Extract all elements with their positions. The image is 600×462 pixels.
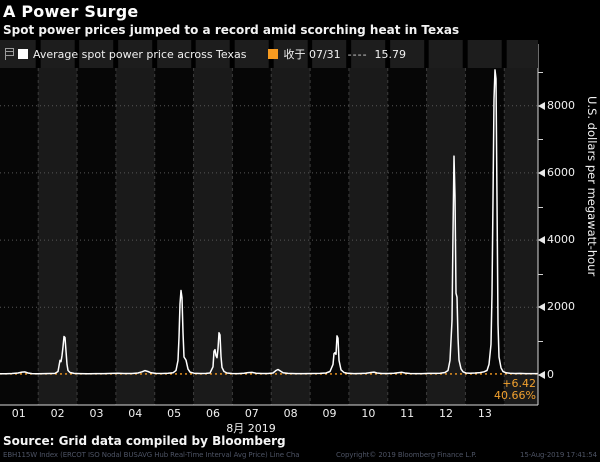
x-axis-month-label: 8月 2019	[226, 422, 276, 435]
day-band	[0, 68, 39, 405]
day-band	[426, 68, 466, 405]
y-axis-tick-arrow	[538, 303, 545, 312]
legend-label: Average spot power price across Texas	[33, 47, 247, 61]
x-axis-day-label: 13	[477, 407, 492, 420]
y-axis-tick-arrow	[538, 101, 545, 110]
x-axis-day-label: 08	[283, 407, 298, 420]
legend-item-close-line[interactable]: 收于 07/31 ---- 15.79	[268, 46, 406, 62]
x-axis-day-label: 05	[167, 407, 182, 420]
x-axis-day-label: 04	[128, 407, 143, 420]
y-axis-tick-arrow	[538, 370, 545, 379]
price-line	[0, 69, 538, 375]
x-axis-day-label: 02	[50, 407, 65, 420]
ticker-info: EBH115W Index (ERCOT ISO Nodal BUSAVG Hu…	[3, 451, 300, 459]
x-axis-day-label: 12	[439, 407, 454, 420]
y-axis-tick-label: 6000	[547, 165, 575, 179]
day-band	[271, 68, 311, 405]
x-axis-day-label: 11	[400, 407, 415, 420]
page-title: A Power Surge	[3, 2, 139, 21]
y-axis-tick-arrow	[538, 236, 545, 245]
y-axis-title: U.S. dollars per megawatt-hour	[585, 96, 599, 277]
y-axis-tick-label: 4000	[547, 233, 575, 247]
x-axis-day-label: 09	[322, 407, 337, 420]
day-band	[348, 68, 388, 405]
day-band	[193, 68, 233, 405]
day-band	[115, 68, 155, 405]
y-axis-minor-tick	[538, 72, 543, 74]
day-band	[387, 68, 427, 405]
day-band	[232, 68, 272, 405]
day-band	[310, 68, 349, 405]
series-swatch	[18, 49, 28, 59]
day-band	[77, 68, 116, 405]
day-band	[504, 68, 538, 405]
chart-subtitle: Spot power prices jumped to a record ami…	[3, 23, 460, 37]
y-axis-minor-tick	[538, 273, 543, 275]
y-axis-tick-label: 8000	[547, 98, 575, 112]
y-axis-tick-arrow	[538, 168, 545, 177]
y-axis-minor-tick	[538, 139, 543, 141]
y-axis-minor-tick	[538, 340, 543, 342]
legend-item-spot-price[interactable]: Average spot power price across Texas	[4, 47, 246, 61]
x-axis-day-label: 03	[89, 407, 104, 420]
day-band	[38, 68, 78, 405]
last-change-value: +6.42	[502, 377, 536, 390]
day-band	[154, 68, 194, 405]
y-axis-tick-label: 0	[547, 367, 554, 381]
timestamp: 15-Aug-2019 17:41:54	[520, 451, 597, 459]
x-axis-day-label: 06	[205, 407, 220, 420]
x-axis-day-label: 07	[244, 407, 259, 420]
close-line-value: 15.79	[374, 47, 407, 61]
x-axis-day-label: 10	[361, 407, 376, 420]
legend-flag-icon	[4, 47, 14, 61]
legend-bar: Average spot power price across Texas 收于…	[0, 40, 538, 68]
y-axis-minor-tick	[538, 206, 543, 208]
last-change-percent: 40.66%	[494, 389, 536, 402]
y-axis-tick-label: 2000	[547, 300, 575, 314]
x-axis-day-label: 01	[11, 407, 26, 420]
copyright-notice: Copyright© 2019 Bloomberg Finance L.P.	[336, 451, 477, 459]
close-line-dash-sample: ----	[347, 47, 368, 61]
source-attribution: Source: Grid data compiled by Bloomberg	[3, 434, 286, 448]
close-line-swatch	[268, 49, 279, 59]
close-line-label: 收于 07/31	[283, 48, 341, 61]
